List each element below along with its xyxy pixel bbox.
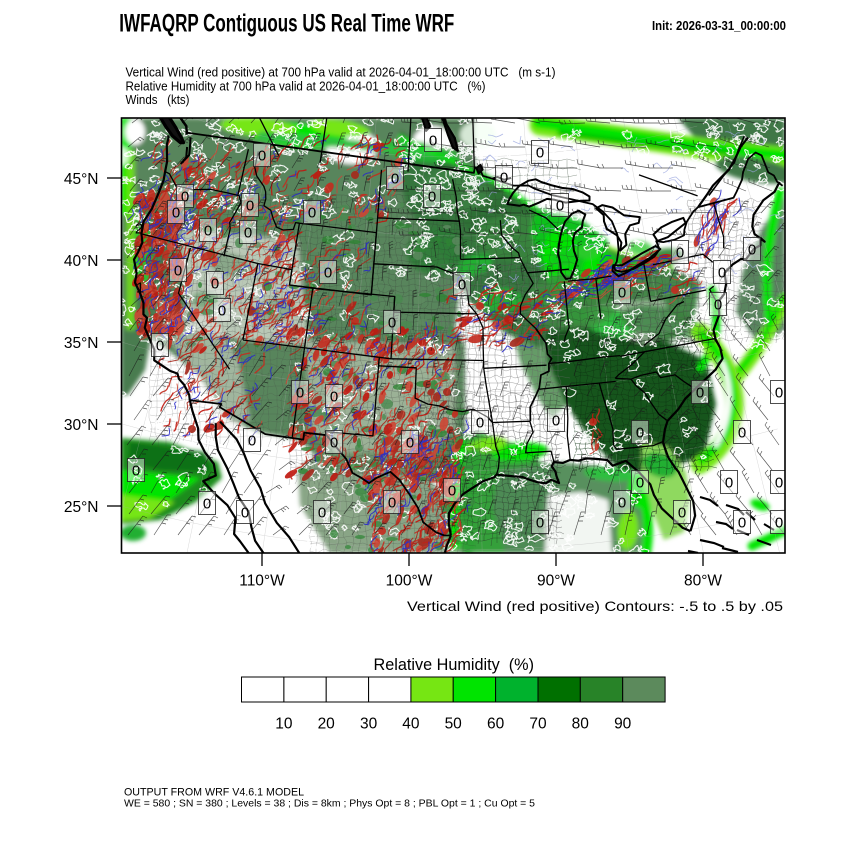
svg-text:0: 0 — [258, 148, 266, 165]
svg-text:40: 40 — [402, 716, 420, 733]
svg-text:0: 0 — [132, 463, 140, 480]
svg-text:0: 0 — [618, 285, 626, 302]
svg-text:0: 0 — [775, 515, 783, 532]
svg-text:0: 0 — [676, 245, 684, 262]
svg-text:50: 50 — [445, 716, 463, 733]
svg-text:0: 0 — [406, 435, 414, 452]
svg-text:0: 0 — [211, 276, 219, 293]
svg-text:0: 0 — [725, 475, 733, 492]
svg-text:0: 0 — [552, 413, 560, 430]
svg-text:0: 0 — [204, 223, 212, 240]
svg-text:0: 0 — [172, 205, 180, 222]
svg-text:0: 0 — [738, 425, 746, 442]
svg-text:0: 0 — [536, 515, 544, 532]
svg-text:Winds (kts): Winds (kts) — [126, 93, 190, 107]
svg-text:Relative Humidity at 700 hPa v: Relative Humidity at 700 hPa valid at 20… — [126, 79, 486, 93]
svg-text:10: 10 — [275, 716, 293, 733]
svg-text:0: 0 — [636, 475, 644, 492]
svg-text:45°N: 45°N — [64, 171, 99, 188]
svg-text:80°W: 80°W — [684, 573, 722, 590]
svg-text:0: 0 — [218, 303, 226, 320]
svg-text:0: 0 — [476, 415, 484, 432]
svg-text:0: 0 — [636, 425, 644, 442]
svg-text:WE = 580 ; SN = 380 ; Levels =: WE = 580 ; SN = 380 ; Levels = 38 ; Dis … — [124, 799, 535, 810]
svg-text:0: 0 — [500, 170, 508, 187]
svg-text:Vertical Wind (red positive) C: Vertical Wind (red positive) Contours: -… — [407, 598, 783, 614]
svg-text:0: 0 — [556, 198, 564, 215]
svg-text:0: 0 — [775, 475, 783, 492]
svg-text:2: 2 — [135, 221, 143, 238]
svg-text:0: 0 — [448, 483, 456, 500]
svg-text:0: 0 — [748, 242, 756, 259]
svg-text:0: 0 — [536, 145, 544, 162]
svg-text:0: 0 — [318, 505, 326, 522]
svg-text:0: 0 — [296, 385, 304, 402]
svg-text:0: 0 — [330, 389, 338, 406]
svg-text:0: 0 — [181, 189, 189, 206]
svg-text:35°N: 35°N — [64, 335, 99, 352]
svg-text:60: 60 — [487, 716, 505, 733]
svg-text:0: 0 — [391, 171, 399, 188]
svg-text:0: 0 — [678, 505, 686, 522]
svg-text:30: 30 — [360, 716, 378, 733]
svg-text:0: 0 — [718, 265, 726, 282]
svg-text:0: 0 — [156, 338, 164, 355]
svg-text:0: 0 — [458, 277, 466, 294]
svg-text:0: 0 — [248, 433, 256, 450]
svg-text:0: 0 — [388, 495, 396, 512]
svg-text:100°W: 100°W — [386, 573, 433, 590]
svg-text:0: 0 — [174, 263, 182, 280]
svg-text:0: 0 — [246, 198, 254, 215]
svg-text:0: 0 — [775, 385, 783, 402]
svg-text:20: 20 — [318, 716, 336, 733]
svg-text:110°W: 110°W — [239, 573, 285, 590]
svg-text:0: 0 — [244, 225, 252, 242]
svg-text:70: 70 — [529, 716, 547, 733]
svg-text:25°N: 25°N — [64, 499, 99, 516]
svg-text:90: 90 — [614, 716, 632, 733]
svg-text:Relative Humidity (%): Relative Humidity (%) — [374, 656, 535, 674]
svg-text:0: 0 — [388, 315, 396, 332]
svg-text:Init: 2026-03-31_00:00:00: Init: 2026-03-31_00:00:00 — [652, 18, 786, 33]
svg-text:OUTPUT FROM WRF V4.6.1 MODEL: OUTPUT FROM WRF V4.6.1 MODEL — [124, 787, 304, 799]
svg-text:0: 0 — [324, 265, 332, 282]
svg-text:0: 0 — [203, 496, 211, 513]
svg-text:40°N: 40°N — [64, 253, 99, 270]
svg-text:0: 0 — [714, 297, 722, 314]
svg-text:IWFAQRP Contiguous US Real Tim: IWFAQRP Contiguous US Real Time WRF — [119, 9, 454, 37]
svg-text:1: 1 — [136, 280, 144, 297]
svg-text:0: 0 — [428, 189, 436, 206]
svg-text:0: 0 — [330, 435, 338, 452]
svg-text:Vertical Wind (red positive) a: Vertical Wind (red positive) at 700 hPa … — [126, 66, 556, 80]
svg-text:30°N: 30°N — [64, 417, 99, 434]
svg-text:0: 0 — [308, 205, 316, 222]
svg-text:0: 0 — [696, 385, 704, 402]
svg-text:0: 0 — [618, 495, 626, 512]
svg-text:0: 0 — [429, 133, 437, 150]
svg-text:0: 0 — [738, 515, 746, 532]
svg-text:80: 80 — [572, 716, 590, 733]
svg-text:90°W: 90°W — [537, 573, 575, 590]
svg-text:0: 0 — [241, 505, 249, 522]
